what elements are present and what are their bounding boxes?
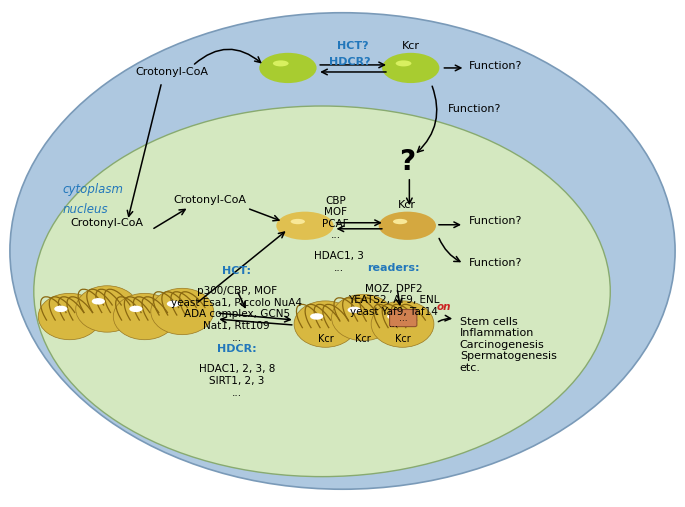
Text: Crotonyl-CoA: Crotonyl-CoA (173, 195, 246, 205)
Ellipse shape (310, 313, 323, 320)
Text: HDCR?: HDCR? (329, 57, 370, 67)
Text: Function?: Function? (448, 104, 501, 114)
Text: Kcr: Kcr (401, 41, 420, 51)
Text: Function?: Function? (469, 216, 522, 226)
Text: HCT?: HCT? (337, 41, 369, 51)
Text: ...: ... (399, 313, 408, 322)
Text: Kcr: Kcr (398, 200, 416, 210)
Text: Kcr: Kcr (355, 334, 371, 344)
Text: Crotonyl-CoA: Crotonyl-CoA (71, 218, 144, 228)
Text: Stem cells
Inflammation
Carcinogenesis
Spermatogenesis
etc.: Stem cells Inflammation Carcinogenesis S… (460, 316, 557, 373)
Ellipse shape (382, 53, 439, 83)
Ellipse shape (34, 106, 610, 477)
Ellipse shape (294, 301, 357, 347)
Ellipse shape (92, 298, 105, 305)
Ellipse shape (387, 313, 400, 320)
Ellipse shape (290, 219, 305, 224)
Text: readers:: readers: (367, 263, 420, 273)
Ellipse shape (393, 219, 408, 224)
Ellipse shape (379, 211, 436, 240)
Text: HDAC1, 3
...: HDAC1, 3 ... (314, 251, 364, 273)
Ellipse shape (167, 301, 180, 307)
Text: Crotonyl-CoA: Crotonyl-CoA (136, 66, 208, 77)
Ellipse shape (151, 288, 214, 335)
Ellipse shape (396, 60, 412, 66)
Text: Function?: Function? (469, 61, 522, 71)
Ellipse shape (76, 286, 138, 332)
Text: MOZ, DPF2
YEATS2, AF9, ENL
yeast Yaf9, Taf14
...: MOZ, DPF2 YEATS2, AF9, ENL yeast Yaf9, T… (348, 284, 439, 329)
Text: Function?: Function? (469, 258, 522, 268)
Text: p300/CBP, MOF
yeast Esa1, Piccolo NuA4
ADA complex, GCN5
Nat1, Rtt109
...: p300/CBP, MOF yeast Esa1, Piccolo NuA4 A… (171, 286, 302, 343)
Text: ?: ? (399, 149, 415, 176)
Ellipse shape (113, 294, 176, 340)
Ellipse shape (371, 301, 434, 347)
Ellipse shape (347, 307, 361, 313)
Text: Kcr: Kcr (318, 334, 334, 344)
Ellipse shape (332, 295, 395, 341)
Text: nucleus: nucleus (63, 203, 108, 216)
Ellipse shape (273, 60, 288, 66)
FancyBboxPatch shape (390, 309, 417, 327)
Text: HDAC1, 2, 3, 8
SIRT1, 2, 3
...: HDAC1, 2, 3, 8 SIRT1, 2, 3 ... (199, 365, 275, 397)
Text: cytoplasm: cytoplasm (63, 183, 124, 196)
Ellipse shape (38, 294, 101, 340)
Ellipse shape (276, 211, 334, 240)
Text: on: on (436, 302, 451, 312)
Text: HDCR:: HDCR: (217, 344, 257, 354)
Ellipse shape (259, 53, 316, 83)
Ellipse shape (10, 13, 675, 489)
Text: HCT:: HCT: (222, 266, 251, 276)
Ellipse shape (54, 306, 67, 312)
Ellipse shape (129, 306, 142, 312)
Text: CBP
MOF
PCAF
...: CBP MOF PCAF ... (323, 196, 349, 240)
Text: Kcr: Kcr (395, 334, 410, 344)
